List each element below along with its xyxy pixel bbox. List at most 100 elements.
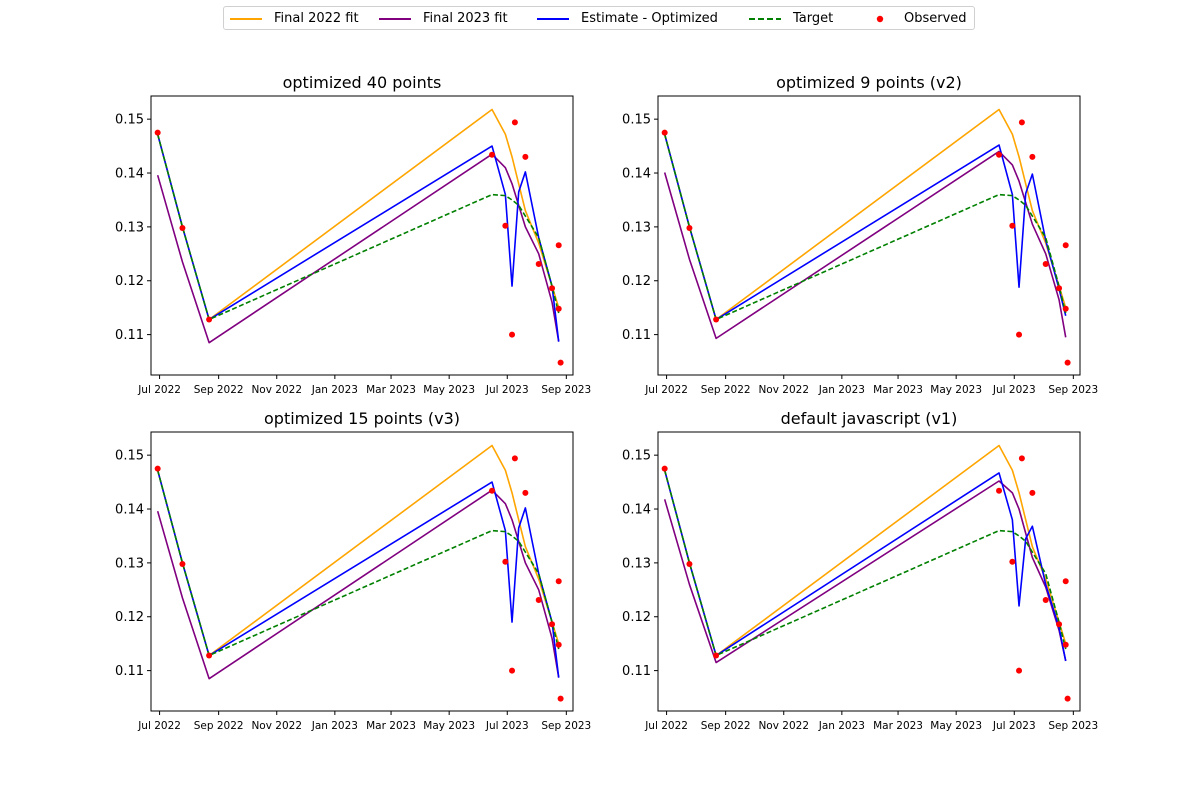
observed-point (1018, 119, 1025, 126)
y-tick-label: 0.12 (115, 610, 144, 625)
y-tick-label: 0.12 (622, 610, 651, 625)
x-tick-label: Sep 2023 (541, 720, 591, 732)
x-tick-label: Jul 2022 (644, 384, 688, 396)
series-line-estimate-optimized (663, 470, 1067, 662)
observed-point (713, 652, 720, 659)
observed-point (557, 359, 564, 366)
observed-point (489, 151, 496, 158)
observed-point (154, 465, 161, 472)
legend-swatch-observed (876, 15, 884, 23)
observed-point (1062, 305, 1069, 312)
x-tick-label: Sep 2022 (194, 384, 244, 396)
x-tick-label: Jul 2023 (992, 384, 1036, 396)
series-line-final-2023-fit (156, 489, 560, 680)
observed-point (509, 667, 516, 674)
observed-point (206, 316, 213, 323)
chart-title: optimized 9 points (v2) (776, 73, 962, 92)
observed-point (661, 129, 668, 136)
observed-point (557, 695, 564, 702)
observed-point (1029, 489, 1036, 496)
x-tick-label: Sep 2022 (194, 720, 244, 732)
series-line-final-2023-fit (156, 153, 560, 344)
observed-point (502, 558, 509, 565)
x-tick-label: May 2023 (423, 384, 475, 396)
x-tick-label: Nov 2022 (251, 384, 302, 396)
series-line-final-2022-fit (663, 108, 1067, 321)
x-tick-label: Jul 2022 (137, 720, 181, 732)
y-tick-label: 0.13 (115, 220, 144, 235)
observed-point (1062, 578, 1069, 585)
observed-point (489, 487, 496, 494)
legend-label-target: Target (793, 11, 834, 26)
legend-label-estimate-optimized: Estimate - Optimized (581, 11, 718, 26)
x-tick-label: Sep 2023 (1048, 384, 1098, 396)
observed-point (1056, 285, 1063, 292)
observed-point (996, 487, 1003, 494)
y-tick-label: 0.13 (622, 556, 651, 571)
y-tick-label: 0.12 (622, 274, 651, 289)
series-line-target (156, 134, 560, 321)
x-tick-label: Jan 2023 (818, 720, 865, 732)
x-tick-label: Sep 2022 (701, 384, 751, 396)
observed-point (1056, 621, 1063, 628)
series-line-final-2022-fit (156, 108, 560, 321)
legend-swatch-target (749, 18, 781, 20)
x-tick-label: Nov 2022 (251, 720, 302, 732)
observed-point (509, 331, 516, 338)
observed-point (1062, 641, 1069, 648)
y-tick-label: 0.11 (115, 328, 144, 343)
observed-point (535, 261, 542, 268)
observed-point (661, 465, 668, 472)
observed-point (1009, 558, 1016, 565)
observed-point (502, 222, 509, 229)
legend-label-final-2023-fit: Final 2023 fit (423, 11, 508, 26)
x-tick-label: Jul 2023 (992, 720, 1036, 732)
observed-point (179, 560, 186, 567)
observed-point (154, 129, 161, 136)
x-tick-label: Jul 2023 (485, 384, 529, 396)
series-line-final-2023-fit (663, 150, 1067, 340)
plot-frame (150, 95, 574, 376)
observed-point (522, 153, 529, 160)
y-tick-label: 0.11 (622, 328, 651, 343)
y-tick-label: 0.15 (622, 449, 651, 464)
x-tick-label: Sep 2023 (541, 384, 591, 396)
x-tick-label: Nov 2022 (758, 384, 809, 396)
legend-label-final-2022-fit: Final 2022 fit (274, 11, 359, 26)
y-tick-label: 0.11 (115, 664, 144, 679)
x-tick-label: Jan 2023 (818, 384, 865, 396)
series-line-final-2023-fit (663, 480, 1067, 664)
x-tick-label: Mar 2023 (873, 720, 923, 732)
series-line-estimate-optimized (156, 470, 560, 678)
observed-point (1064, 695, 1071, 702)
y-tick-label: 0.13 (622, 220, 651, 235)
chart-panel-2: optimized 9 points (v2) 0.11 0.12 0.13 0.14 0… (622, 73, 1098, 396)
series-line-target (156, 470, 560, 657)
observed-point (713, 316, 720, 323)
y-tick-label: 0.15 (115, 113, 144, 128)
x-tick-label: Mar 2023 (366, 384, 416, 396)
series-line-final-2022-fit (663, 444, 1067, 657)
x-tick-label: Sep 2023 (1048, 720, 1098, 732)
plot-frame (150, 431, 574, 712)
observed-point (549, 621, 556, 628)
y-tick-label: 0.14 (115, 167, 144, 182)
series-line-estimate-optimized (663, 134, 1067, 321)
observed-point (1009, 222, 1016, 229)
observed-point (1029, 153, 1036, 160)
legend-label-observed: Observed (904, 11, 967, 26)
legend-swatch-final-2023-fit (379, 18, 411, 20)
observed-point (555, 242, 562, 249)
series-line-target (663, 134, 1067, 321)
legend-swatch-estimate-optimized (537, 18, 569, 20)
y-tick-label: 0.15 (115, 449, 144, 464)
legend-swatch-final-2022-fit (230, 18, 262, 20)
y-tick-label: 0.14 (115, 503, 144, 518)
x-tick-label: Jan 2023 (311, 384, 358, 396)
y-tick-label: 0.13 (115, 556, 144, 571)
y-tick-label: 0.14 (622, 167, 651, 182)
observed-point (555, 305, 562, 312)
observed-point (522, 489, 529, 496)
chart-title: optimized 40 points (283, 73, 442, 92)
observed-point (1016, 667, 1023, 674)
